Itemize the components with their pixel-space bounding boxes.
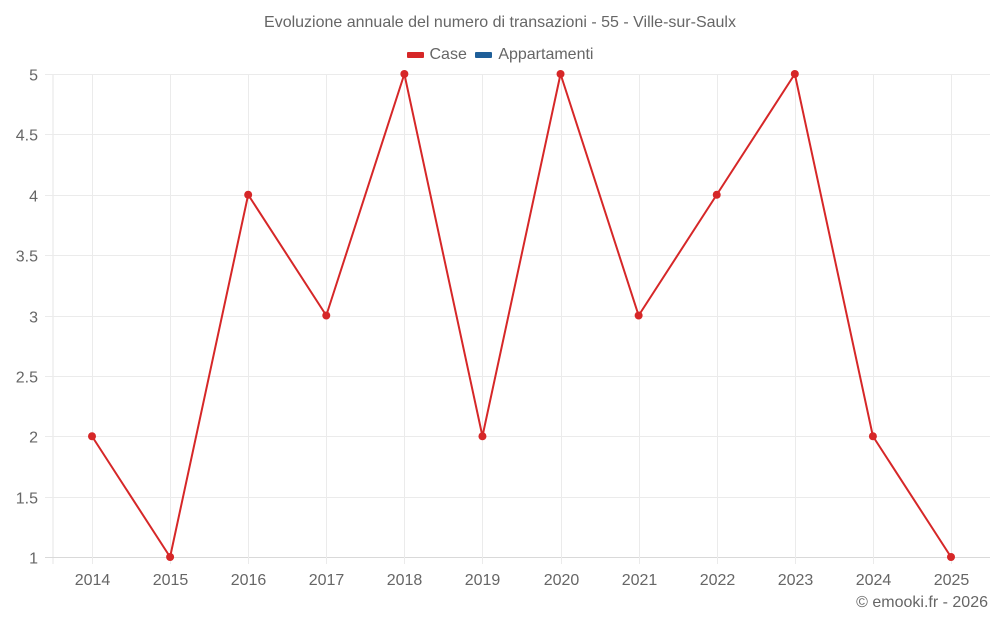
y-tick-label: 4 <box>29 189 38 206</box>
data-point[interactable] <box>790 70 799 78</box>
y-tick-label: 3.5 <box>16 249 38 266</box>
x-tick-label: 2025 <box>934 572 970 589</box>
data-point[interactable] <box>634 311 643 320</box>
legend-swatch-appartamenti <box>475 52 493 58</box>
legend-item-appartamenti[interactable]: Appartamenti <box>475 46 593 64</box>
copyright-credit: © emooki.fr - 2026 <box>856 594 988 611</box>
data-point[interactable] <box>478 432 487 441</box>
data-point[interactable] <box>88 432 96 441</box>
legend-swatch-case <box>406 52 424 58</box>
x-tick-label: 2024 <box>856 572 892 589</box>
y-axis: 1 1.5 2 2.5 3 3.5 4 4.5 5 <box>16 68 38 568</box>
x-tick-label: 2015 <box>153 572 189 589</box>
x-axis: 2014 2015 2016 2017 2018 2019 2020 2021 2022 2023… <box>75 572 970 589</box>
data-point[interactable] <box>868 432 877 441</box>
x-tick-label: 2017 <box>309 572 345 589</box>
data-point[interactable] <box>322 311 331 320</box>
data-point[interactable] <box>712 190 721 199</box>
x-tick-label: 2014 <box>75 572 111 589</box>
y-tick-label: 4.5 <box>16 128 38 145</box>
x-tick-label: 2022 <box>700 572 736 589</box>
data-point[interactable] <box>400 70 409 78</box>
chart-legend: Case Appartamenti <box>0 45 1000 64</box>
x-tick-label: 2020 <box>544 572 580 589</box>
x-tick-label: 2019 <box>465 572 501 589</box>
data-point[interactable] <box>166 553 175 561</box>
x-tick-label: 2023 <box>778 572 814 589</box>
y-tick-label: 5 <box>29 68 38 85</box>
data-point[interactable] <box>244 190 253 199</box>
chart-title: Evoluzione annuale del numero di transaz… <box>264 14 736 31</box>
grid-lines <box>45 74 990 564</box>
y-tick-label: 3 <box>29 310 38 327</box>
x-tick-label: 2021 <box>622 572 658 589</box>
y-tick-label: 2.5 <box>16 370 38 387</box>
x-tick-label: 2018 <box>387 572 423 589</box>
legend-label-case: Case <box>429 46 467 63</box>
legend-label-appartamenti: Appartamenti <box>498 46 594 63</box>
legend-item-case[interactable]: Case <box>406 46 467 64</box>
series-case <box>88 70 955 561</box>
y-tick-label: 1 <box>29 551 38 568</box>
data-point[interactable] <box>556 70 565 78</box>
data-point[interactable] <box>947 553 955 561</box>
x-tick-label: 2016 <box>231 572 267 589</box>
y-tick-label: 1.5 <box>16 491 38 508</box>
y-tick-label: 2 <box>29 430 38 447</box>
